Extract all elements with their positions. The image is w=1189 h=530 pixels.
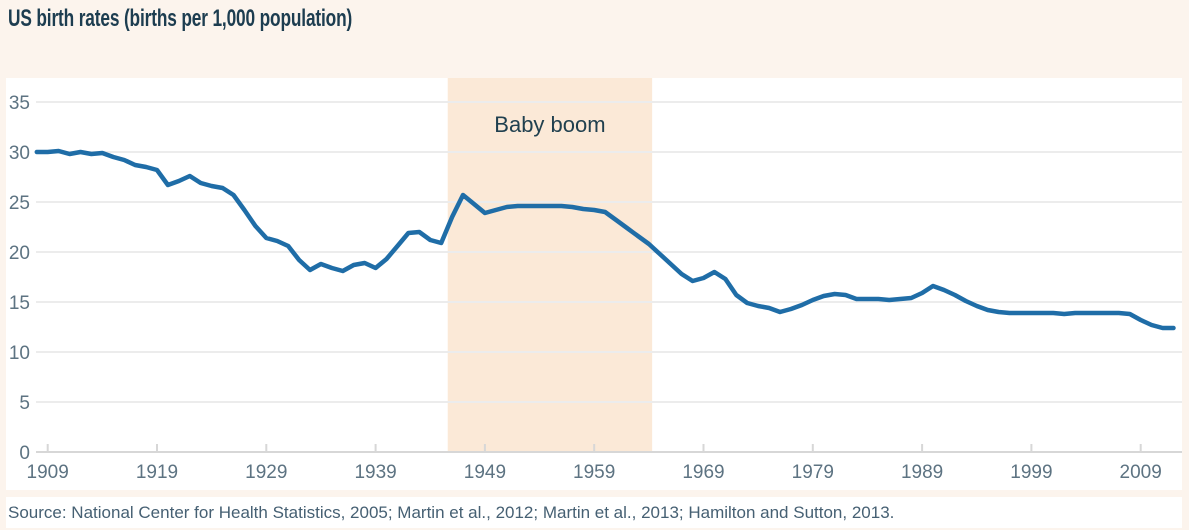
birth-rate-line	[34, 148, 1176, 331]
x-tick-label: 1979	[792, 462, 834, 483]
x-tick-label: 1909	[27, 462, 69, 483]
y-tick-label: 30	[9, 143, 30, 164]
source-panel: Source: National Center for Health Stati…	[6, 497, 1182, 528]
x-tick-label: 2009	[1120, 462, 1162, 483]
y-tick-label: 0	[19, 443, 30, 464]
x-tick-label: 1989	[901, 462, 943, 483]
x-tick-label: 1939	[354, 462, 396, 483]
y-tick-label: 10	[9, 343, 30, 364]
y-tick-label: 35	[9, 93, 30, 114]
x-tick-label: 1999	[1010, 462, 1052, 483]
x-tick-label: 1919	[136, 462, 178, 483]
y-tick-label: 20	[9, 243, 30, 264]
y-tick-label: 5	[19, 393, 30, 414]
y-tick-label: 15	[9, 293, 30, 314]
y-tick-label: 25	[9, 193, 30, 214]
source-note: Source: National Center for Health Stati…	[8, 502, 895, 522]
x-tick-label: 1929	[245, 462, 287, 483]
x-tick-label: 1959	[573, 462, 615, 483]
baby-boom-annotation: Baby boom	[494, 112, 606, 137]
chart-title: US birth rates (births per 1,000 populat…	[8, 5, 353, 32]
x-tick-label: 1949	[464, 462, 506, 483]
x-tick-label: 1969	[682, 462, 724, 483]
baby-boom-band	[447, 78, 653, 452]
